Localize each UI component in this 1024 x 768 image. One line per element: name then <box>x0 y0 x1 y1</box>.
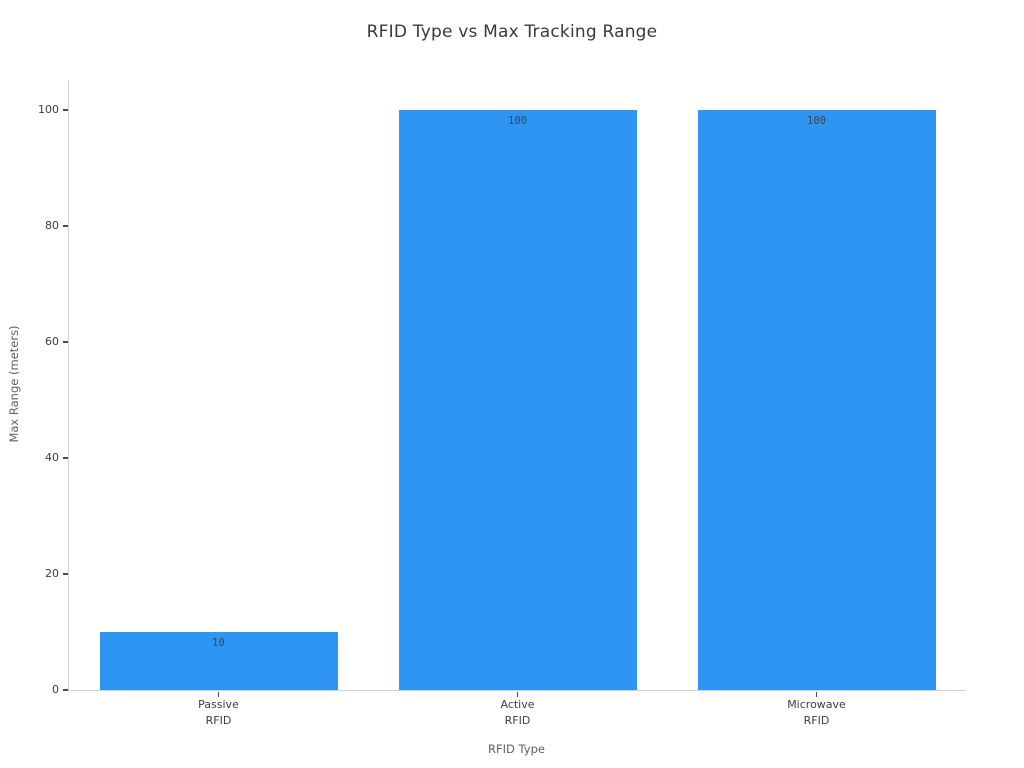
x-tick-label: Microwave RFID <box>667 697 966 729</box>
x-tick-label: Active RFID <box>368 697 667 729</box>
x-tick-label-line: RFID <box>205 714 232 727</box>
bar <box>398 110 637 690</box>
y-tick-mark <box>63 457 68 459</box>
plot-area: 0 20 40 60 80 100 10 Passive RFID 100 Active RFID 10… <box>38 80 966 727</box>
x-tick-label-line: Active <box>500 698 535 711</box>
bar-value-label: 100 <box>508 115 527 127</box>
x-tick-mark <box>815 692 818 697</box>
bar-value-label: 10 <box>212 637 225 649</box>
x-tick-label: Passive RFID <box>69 697 368 729</box>
bar-value-label: 100 <box>807 115 826 127</box>
y-tick-label: 20 <box>45 567 59 580</box>
x-tick-mark <box>217 692 220 697</box>
y-tick-label: 80 <box>45 219 59 232</box>
x-tick-label-line: RFID <box>803 714 830 727</box>
y-axis-label: Max Range (meters) <box>7 325 21 443</box>
y-tick-mark <box>63 573 68 575</box>
y-tick-mark <box>63 109 68 111</box>
bar <box>697 110 936 690</box>
x-tick-label-line: Microwave <box>787 698 846 711</box>
y-tick-label: 100 <box>38 103 59 116</box>
y-tick-label: 60 <box>45 335 59 348</box>
y-tick-mark <box>63 689 68 691</box>
x-tick-mark <box>516 692 519 697</box>
y-tick-mark <box>63 341 68 343</box>
chart-title: RFID Type vs Max Tracking Range <box>366 22 658 42</box>
bar <box>99 632 338 690</box>
y-tick-mark <box>63 225 68 227</box>
x-tick-label-line: RFID <box>504 714 531 727</box>
x-tick-label-line: Passive <box>198 698 239 711</box>
y-tick-label: 0 <box>52 683 59 696</box>
y-tick-label: 40 <box>45 451 59 464</box>
x-axis-label: RFID Type <box>488 742 545 756</box>
